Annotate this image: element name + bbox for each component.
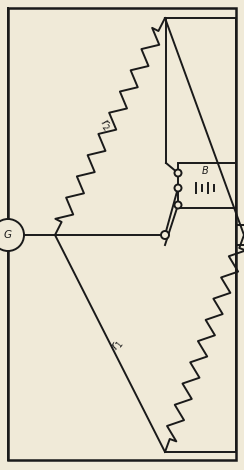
Circle shape	[174, 170, 182, 177]
Circle shape	[174, 185, 182, 191]
Circle shape	[161, 231, 169, 239]
Text: $r_2$: $r_2$	[96, 116, 114, 134]
Text: G: G	[4, 230, 12, 240]
Bar	[178, 163, 236, 208]
Text: B: B	[202, 166, 208, 176]
Text: $r_1$: $r_1$	[109, 336, 127, 354]
Circle shape	[174, 202, 182, 209]
Circle shape	[0, 219, 24, 251]
